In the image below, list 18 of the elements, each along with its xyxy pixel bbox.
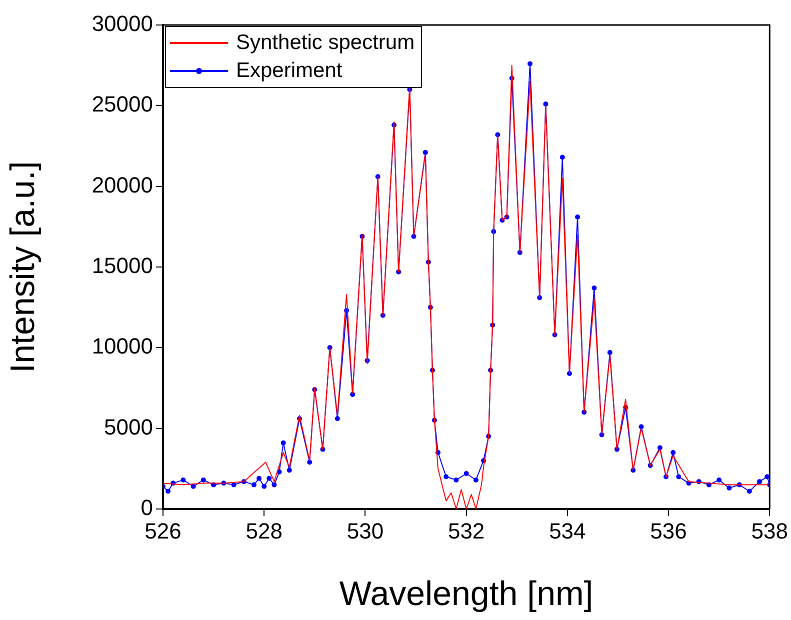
y-tick-label: 30000 — [92, 11, 153, 36]
legend-label: Experiment — [236, 58, 342, 84]
x-tick-label: 536 — [650, 518, 687, 544]
x-tick-label: 538 — [751, 518, 788, 544]
y-tick-label: 15000 — [92, 253, 153, 278]
legend-label: Synthetic spectrum — [236, 30, 415, 56]
x-tick-label: 530 — [346, 518, 384, 544]
x-tick-label: 528 — [246, 518, 282, 544]
y-tick-label: 0 — [140, 495, 153, 520]
y-tick-label: 20000 — [92, 172, 153, 198]
x-axis-title: Wavelength [nm] — [339, 574, 594, 613]
y-axis-title: Intensity [a.u.] — [4, 161, 42, 373]
x-tick-label: 526 — [144, 518, 182, 544]
y-tick-label: 25000 — [92, 92, 153, 117]
x-tick-label: 532 — [448, 518, 485, 544]
y-tick-label: 5000 — [104, 414, 153, 440]
x-tick-label: 534 — [549, 518, 586, 544]
y-tick-label: 10000 — [92, 334, 153, 359]
